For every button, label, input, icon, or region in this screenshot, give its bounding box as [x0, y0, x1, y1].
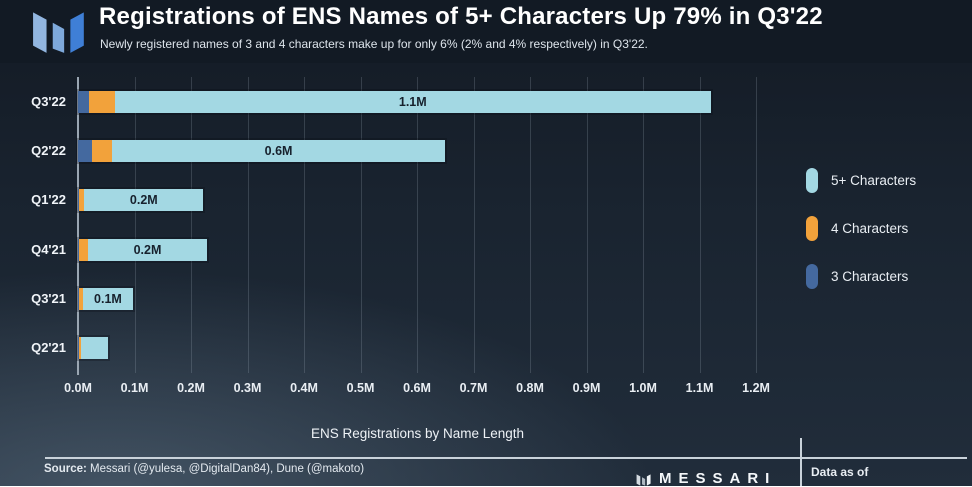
- bar-row: 0.1M: [78, 288, 133, 310]
- gridline: [586, 77, 588, 373]
- bar-row: 0.6M: [78, 140, 446, 162]
- bar-row: 0.2M: [78, 238, 208, 261]
- bar-segment-5-characters: 0.2M: [84, 189, 204, 212]
- legend-swatch-icon: [806, 167, 818, 193]
- legend-label: 4 Characters: [831, 220, 909, 236]
- x-tick-label: 1.1M: [685, 381, 714, 395]
- category-label: Q3'22: [31, 93, 66, 109]
- x-tick-label: 1.0M: [629, 381, 657, 395]
- messari-logo-icon: [33, 12, 84, 53]
- bar-segment-3-characters: [78, 337, 79, 360]
- x-tick-label: 0.3M: [233, 381, 262, 395]
- x-tick-label: 0.9M: [572, 381, 601, 395]
- bar-segment-5-characters: 1.1M: [114, 90, 711, 113]
- bar-value-label: 0.6M: [264, 144, 293, 158]
- legend-item: 3 Characters: [806, 263, 916, 289]
- y-axis-line: [77, 77, 79, 375]
- page-title: Registrations of ENS Names of 5+ Charact…: [99, 3, 823, 30]
- bar-segment-3-characters: [78, 238, 79, 261]
- x-axis-title: ENS Registrations by Name Length: [310, 426, 525, 441]
- bar-segment-4-characters: [89, 90, 115, 113]
- bar-value-label: 1.1M: [398, 94, 427, 109]
- source-text: Messari (@yulesa, @DigitalDan84), Dune (…: [86, 463, 365, 475]
- gridline: [756, 77, 758, 373]
- category-label: Q4'21: [31, 241, 66, 257]
- bar-segment-3-characters: [78, 140, 93, 162]
- bar-segment-3-characters: [78, 189, 79, 212]
- legend-label: 3 Characters: [831, 268, 909, 284]
- bar-segment-3-characters: [78, 90, 90, 113]
- legend-swatch-icon: [806, 263, 818, 289]
- bar-segment-5-characters: 0.6M: [111, 140, 446, 162]
- gridline: [360, 77, 362, 373]
- category-label: Q3'21: [31, 291, 66, 306]
- bar-row: [78, 337, 109, 360]
- bar-segment-5-characters: [81, 337, 109, 360]
- messari-wordmark-text: MESSARI: [659, 470, 777, 487]
- legend: 5+ Characters 4 Characters 3 Characters: [806, 167, 916, 311]
- x-tick-label: 0.2M: [177, 381, 205, 395]
- x-tick-label: 0.4M: [290, 381, 318, 395]
- page-subtitle: Newly registered names of 3 and 4 charac…: [100, 37, 648, 51]
- gridline: [247, 77, 249, 373]
- messari-wordmark: MESSARI: [636, 470, 776, 487]
- data-as-of-label: Data as of: [811, 465, 869, 479]
- gridline: [191, 77, 192, 373]
- category-label: Q1'22: [31, 192, 66, 208]
- messari-wordmark-icon: [636, 473, 651, 486]
- x-tick-label: 0.0M: [64, 381, 92, 395]
- bar-segment-5-characters: 0.1M: [83, 288, 133, 310]
- legend-label: 5+ Characters: [831, 172, 917, 188]
- legend-item: 5+ Characters: [806, 167, 916, 193]
- x-tick-label: 0.5M: [346, 381, 375, 395]
- bar-segment-4-characters: [92, 140, 112, 162]
- x-tick-label: 0.1M: [120, 381, 149, 395]
- bar-segment-4-characters: [78, 189, 85, 212]
- x-tick-label: 0.8M: [516, 381, 544, 395]
- gridline: [699, 77, 701, 373]
- x-tick-label: 0.6M: [403, 381, 431, 395]
- bar-segment-4-characters: [78, 238, 88, 261]
- bar-row: 0.2M: [78, 189, 204, 212]
- source-label: Source:: [44, 463, 87, 475]
- gridline: [530, 77, 532, 373]
- gridline: [643, 77, 645, 373]
- gridline: [417, 77, 419, 373]
- bar-value-label: 0.1M: [94, 292, 122, 306]
- bar-value-label: 0.2M: [129, 193, 158, 208]
- gridline: [473, 77, 475, 373]
- x-tick-label: 0.7M: [459, 381, 488, 395]
- category-label: Q2'22: [31, 143, 66, 158]
- legend-swatch-icon: [806, 215, 818, 241]
- category-label: Q2'21: [31, 340, 66, 356]
- header: Registrations of ENS Names of 5+ Charact…: [0, 0, 972, 63]
- gridline: [304, 77, 306, 373]
- gridline: [134, 77, 136, 373]
- bar-segment-4-characters: [78, 337, 82, 360]
- bar-value-label: 0.2M: [133, 242, 162, 257]
- bar-row: 1.1M: [78, 90, 711, 113]
- bar-segment-3-characters: [78, 288, 79, 310]
- bar-segment-5-characters: 0.2M: [87, 238, 208, 261]
- footer-rule: [45, 457, 967, 459]
- legend-item: 4 Characters: [806, 215, 916, 241]
- source-note: Source: Messari (@yulesa, @DigitalDan84)…: [44, 463, 364, 475]
- bar-segment-4-characters: [78, 288, 84, 310]
- x-tick-label: 1.2M: [742, 381, 770, 395]
- footer-divider: [800, 438, 802, 486]
